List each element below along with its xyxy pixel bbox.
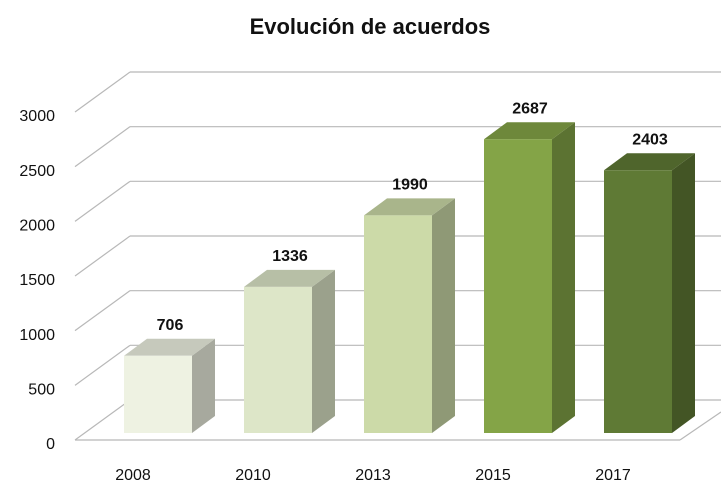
bar-side (552, 122, 575, 433)
x-tick-label: 2013 (355, 467, 391, 484)
bar (124, 355, 192, 433)
bar-top (364, 198, 455, 216)
chart-title: Evolución de acuerdos (250, 14, 491, 39)
y-tick-label: 1000 (19, 327, 55, 344)
data-label: 1990 (392, 177, 428, 194)
floor-edge (679, 411, 721, 441)
x-tick-label: 2015 (475, 467, 511, 484)
bar-top (604, 153, 695, 171)
x-tick-label: 2017 (595, 467, 631, 484)
bar-top (124, 338, 215, 356)
y-tick-label: 2500 (19, 163, 55, 180)
grid-line (74, 399, 131, 441)
bar (484, 139, 552, 434)
bar-top (484, 122, 575, 140)
data-label: 706 (157, 317, 184, 334)
grid-line (74, 71, 131, 113)
bar-side (432, 198, 455, 433)
grid-line (74, 344, 131, 386)
data-label: 2403 (632, 131, 668, 148)
bar (364, 215, 432, 433)
data-label: 2687 (512, 100, 548, 117)
y-tick-label: 0 (46, 436, 55, 453)
y-tick-label: 500 (28, 382, 55, 399)
y-tick-label: 2000 (19, 218, 55, 235)
grid-line (74, 290, 131, 332)
x-tick-label: 2010 (235, 467, 271, 484)
grid-line (74, 235, 131, 277)
grid-line (74, 180, 131, 222)
bar (604, 170, 672, 433)
bar (244, 286, 312, 433)
bar-side (312, 269, 335, 433)
bar-side (192, 338, 215, 433)
bar-side (672, 153, 695, 433)
x-tick-label: 2008 (115, 467, 151, 484)
y-tick-label: 1500 (19, 272, 55, 289)
y-tick-label: 3000 (19, 108, 55, 125)
data-label: 1336 (272, 248, 308, 265)
grid-line (74, 126, 131, 168)
bar-top (244, 269, 335, 287)
